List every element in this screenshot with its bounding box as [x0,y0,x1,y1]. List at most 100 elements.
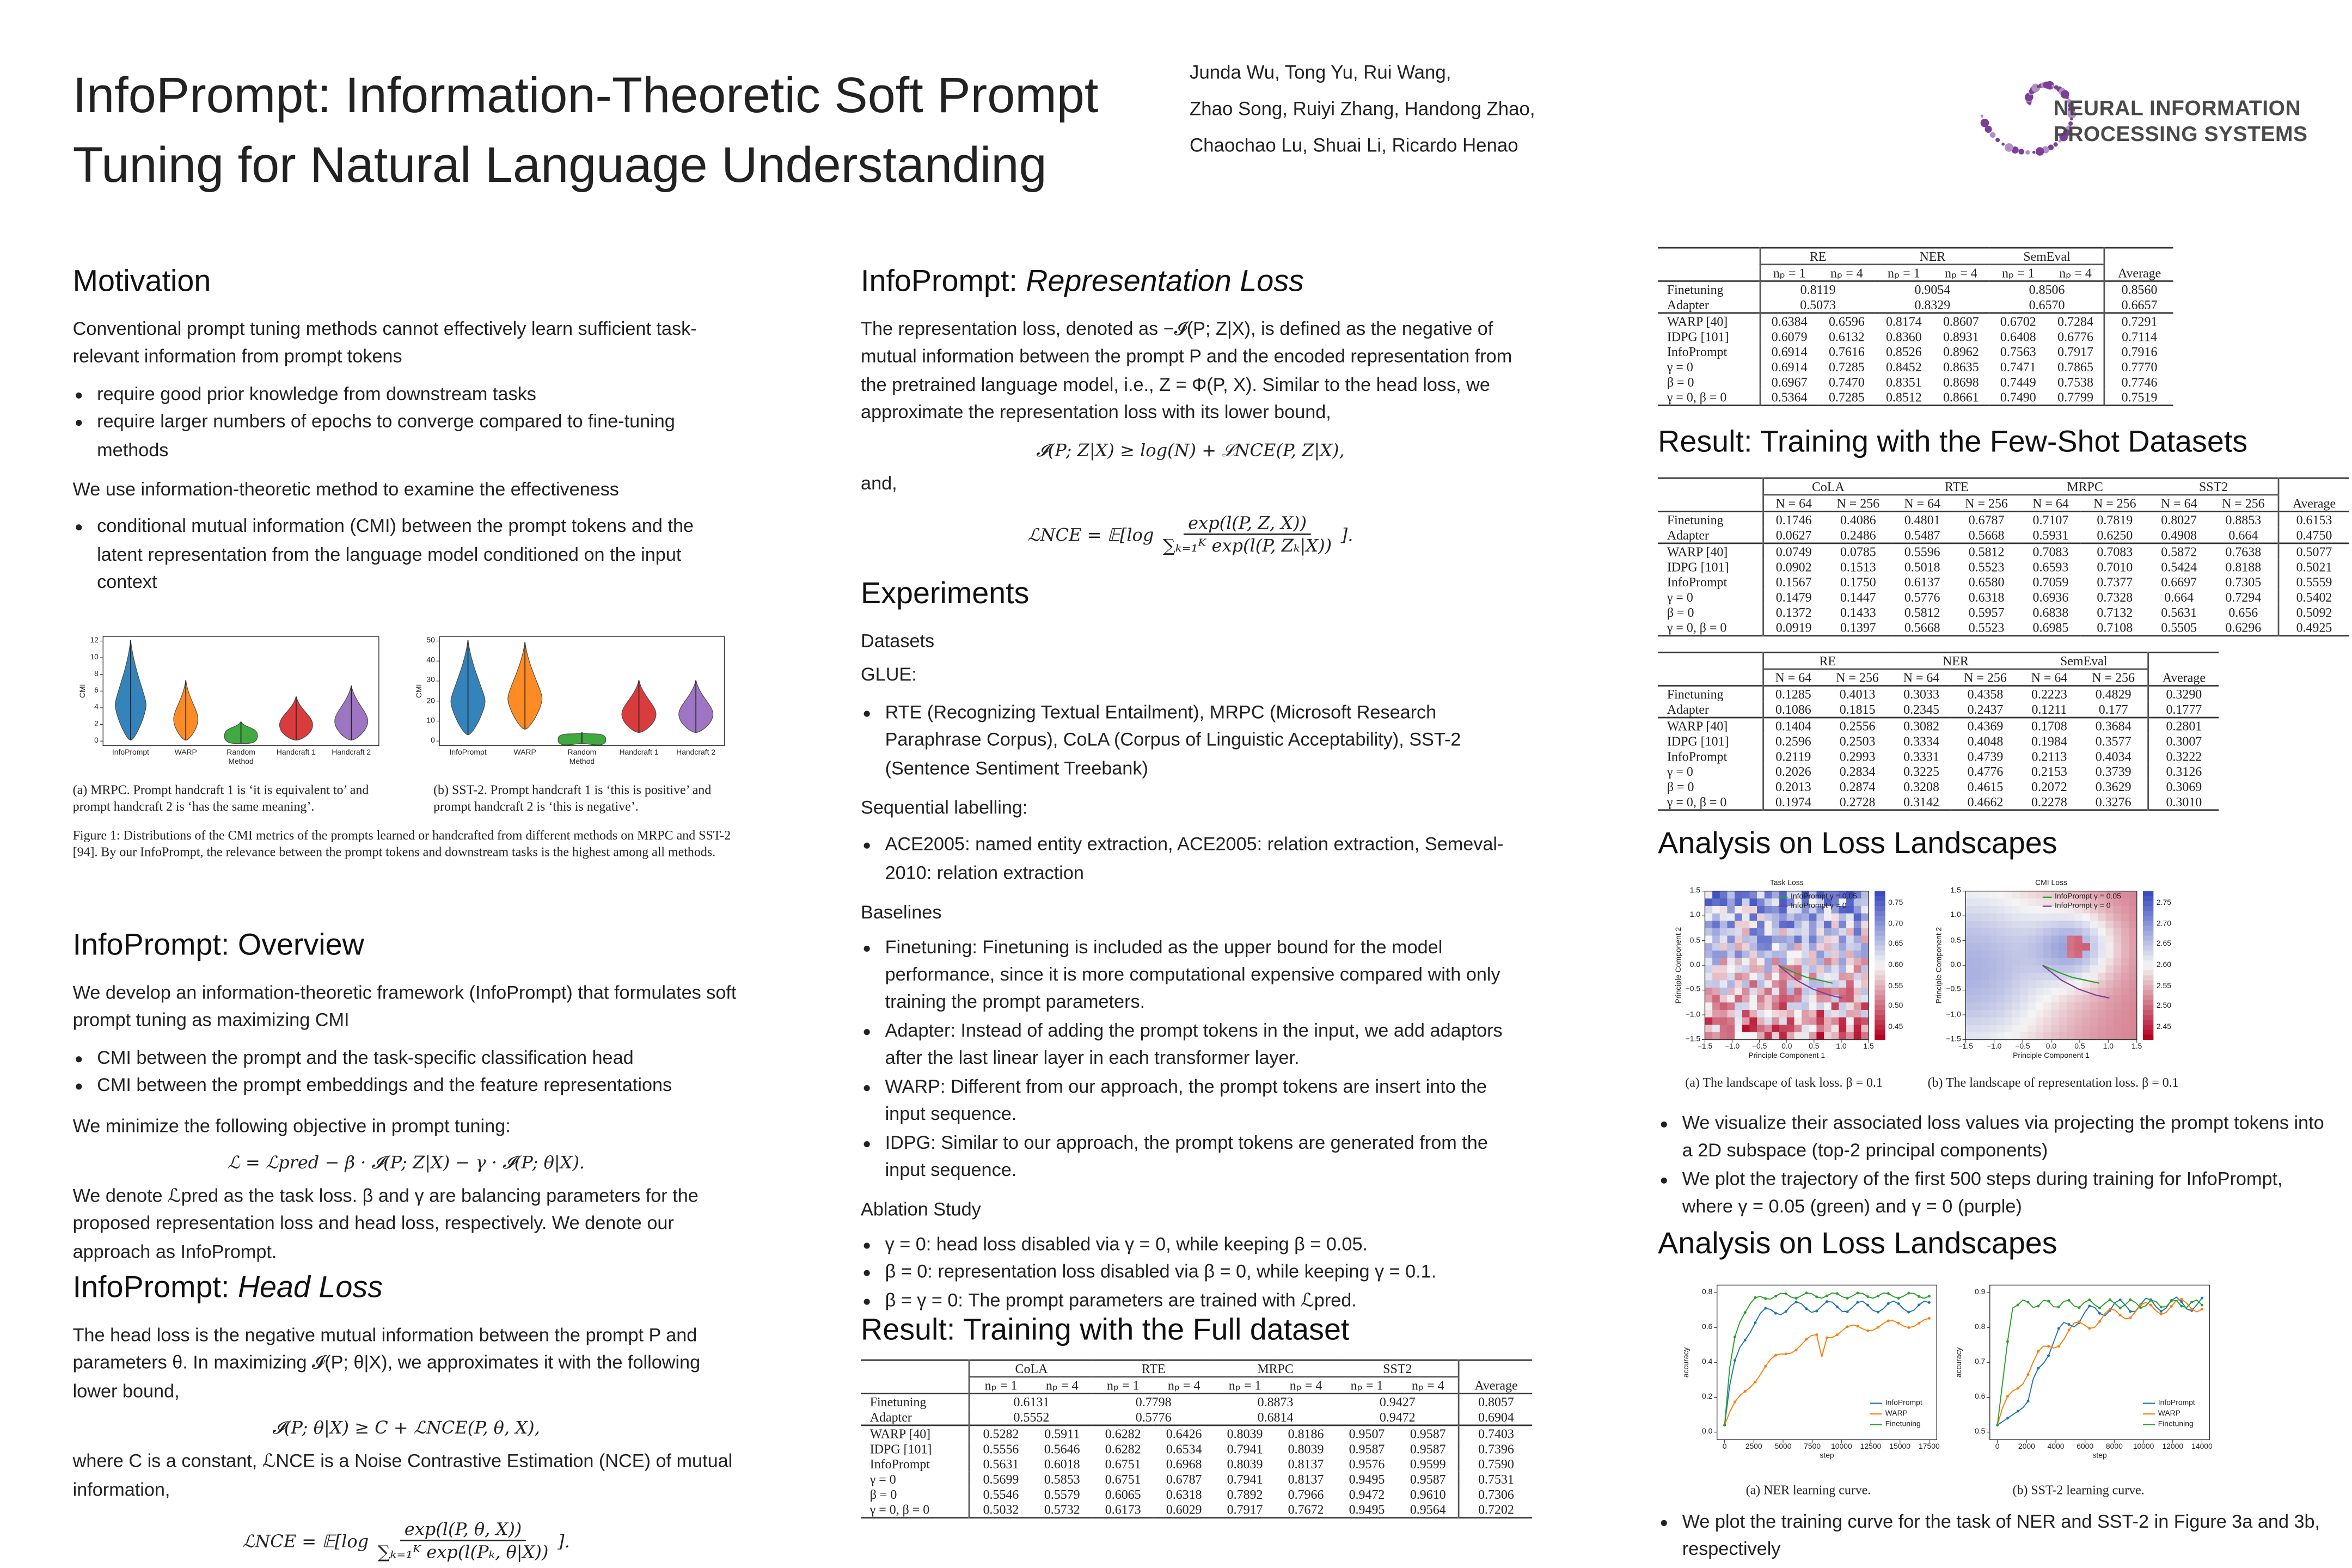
heat-cell [1989,1009,1997,1018]
heat-cell [1749,935,1757,944]
heat-cell [1712,898,1720,906]
heat-cell [1727,943,1735,951]
heat-cell [1757,995,1765,1003]
heat-cell [2129,905,2137,914]
heat-cell [2074,898,2083,906]
heat-cell [1735,1017,1743,1025]
table-cell: 0.7917 [1227,1502,1263,1517]
heat-cell [1712,913,1720,921]
heat-cell [1712,928,1720,936]
y-tick-label: 1.0 [1689,911,1701,921]
heat-cell [1981,1017,1989,1025]
heat-cell [2028,1025,2036,1033]
heat-cell [2043,972,2052,981]
heat-cell [1712,891,1720,899]
table-cell: 0.7306 [1459,1486,1533,1502]
x-tick-label: 4000 [2047,1442,2065,1452]
bullet-item: WARP: Different from our approach, the p… [885,1073,1520,1128]
paragraph: Conventional prompt tuning methods canno… [72,318,697,367]
table-group-header: CoLA [1762,478,1892,496]
heat-cell [1831,1017,1839,1025]
heat-cell [2098,950,2106,959]
table-cell: 0.3007 [2147,733,2219,749]
curve-marker [2149,1298,2153,1302]
heat-cell [2012,950,2020,959]
bullet-item: require larger numbers of epochs to conv… [97,408,739,463]
table-cell: 0.5957 [1968,604,2005,620]
heat-cell [2098,1025,2106,1033]
heat-cell [2004,943,2013,951]
heat-cell [1824,1009,1832,1018]
logo-dot [1980,114,1984,118]
heat-cell [1846,1025,1854,1033]
heat-cell [1981,965,1989,973]
heat-cell [1742,905,1750,914]
heat-cell [1853,891,1861,899]
row-label: γ = 0 [1667,359,1693,375]
heat-cell [1824,891,1832,899]
trajectory [1778,965,1833,984]
heat-cell [2020,898,2029,906]
heat-cell [2121,958,2130,966]
colorbar-cell [1875,965,1885,971]
curve-marker [2149,1303,2153,1307]
heat-cell [2012,943,2020,951]
heat-cell [1764,943,1772,951]
table-cell: 0.7563 [2000,344,2036,359]
heat-cell [1735,928,1743,936]
heat-cell [1727,928,1735,936]
table-cell: 0.5579 [1044,1486,1080,1502]
curve-marker [2047,1345,2050,1348]
figure: 0.5 0.6 0.7 0.8 0.9 0 2000 4000 6000 8000 10000 120… [1947,1281,2217,1470]
table-cell: 0.6814 [1257,1409,1294,1425]
curve-marker [2118,1306,2122,1309]
row-label: WARP [40] [861,1424,970,1442]
y-tick-label: 20 [426,696,435,706]
table-subheader: nₚ = 1 [1106,1377,1140,1393]
colorbar-cell [1875,935,1885,941]
trajectory [1778,965,1843,999]
table-cell: 0.8607 [1932,312,1990,329]
heat-cell [2082,905,2091,914]
heat-cell [1727,935,1735,944]
curve-marker [1743,1338,1747,1342]
table-cell: 0.7285 [1828,389,1865,405]
row-label: IDPG [101] [1667,733,1729,749]
heat-cell [2020,928,2029,936]
table-cell: 0.6318 [1166,1486,1202,1502]
heat-cell [1742,913,1750,921]
heat-cell [1749,972,1757,981]
heat-cell [1839,891,1847,899]
curve-marker [2057,1345,2060,1348]
heat-cell [2098,988,2106,996]
row-label: γ = 0, β = 0 [1667,794,1727,810]
heat-cell [2121,980,2130,988]
heat-cell [2028,965,2036,973]
heat-cell [1996,1017,2005,1025]
y-tick-label: 1.5 [1689,886,1701,896]
heat-cell [2051,1025,2060,1033]
heat-cell [1809,905,1817,914]
subheading: Ablation Study [861,1199,981,1221]
y-axis-label: CMI [415,684,425,699]
heat-cell [2105,905,2114,914]
heat-cell [2067,928,2075,936]
heat-cell [1772,965,1780,973]
curve-marker [1784,1310,1787,1313]
fraction: exp(l(P, θ, X)) ∑ₖ₌₁ᴷ exp(l(Pₖ, θ|X)) [373,1518,553,1563]
table-row: InfoPrompt 0.2119 0.2993 0.3331 0.4739 0.2113… [1658,749,2219,764]
table-subheader: N = 256 [2092,670,2135,685]
table-group-header: RE [1762,652,1892,670]
curve-marker [2088,1327,2091,1330]
heat-cell [1996,1032,2005,1040]
heat-cell [1989,995,1997,1003]
heat-cell [1965,1017,1974,1025]
heat-cell [1853,972,1861,981]
table-cell: 0.177 [2098,701,2128,717]
x-tick-label: 0 [1995,1442,2000,1452]
colorbar-tick-label: 0.65 [1888,940,1903,950]
heat-cell [2074,913,2083,921]
heat-cell [2129,995,2137,1003]
heat-cell [1742,965,1750,973]
y-tick-label: −1.0 [1685,1010,1701,1020]
